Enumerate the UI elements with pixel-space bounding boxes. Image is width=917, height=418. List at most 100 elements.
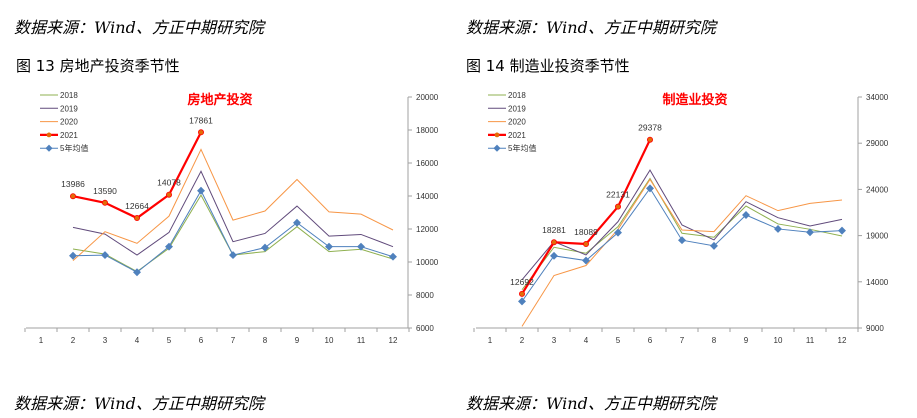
- source-note-bottom-right: 数据来源：Wind、方正中期研究院: [466, 394, 716, 413]
- data-point-avg: [197, 186, 205, 195]
- legend-label: 2018: [60, 91, 78, 100]
- x-tick-label: 5: [616, 336, 621, 345]
- x-tick-label: 11: [806, 336, 815, 345]
- x-tick-label: 9: [744, 336, 749, 345]
- data-point-2021: [165, 191, 172, 198]
- y-tick-label: 18000: [416, 126, 439, 135]
- data-point-2021: [197, 129, 204, 136]
- data-point-2021: [519, 290, 526, 297]
- data-point-avg: [357, 242, 365, 251]
- data-point-2021: [647, 136, 654, 143]
- x-tick-label: 3: [552, 336, 557, 345]
- series-line-2019: [72, 170, 394, 256]
- figure-13-title: 图 13 房地产投资季节性: [16, 57, 180, 75]
- legend-label: 2020: [60, 118, 78, 127]
- x-tick-label: 12: [838, 336, 847, 345]
- data-point-avg: [293, 218, 301, 227]
- y-tick-label: 10000: [416, 258, 439, 267]
- legend-marker: [45, 144, 53, 152]
- x-tick-label: 4: [584, 336, 589, 345]
- x-tick-label: 1: [488, 336, 493, 345]
- data-point-2021: [551, 239, 558, 246]
- data-label: 14078: [157, 178, 181, 188]
- legend-label: 2018: [508, 91, 526, 100]
- x-tick-label: 11: [357, 336, 366, 345]
- figure-14-title: 图 14 制造业投资季节性: [466, 57, 630, 75]
- source-note-top-left: 数据来源：Wind、方正中期研究院: [14, 18, 264, 37]
- x-tick-label: 3: [103, 336, 108, 345]
- series-line-2021: [521, 139, 651, 295]
- x-tick-label: 8: [263, 336, 268, 345]
- data-point-avg: [133, 268, 141, 277]
- data-point-avg: [774, 224, 782, 233]
- data-label: 17861: [189, 115, 213, 125]
- data-label: 29378: [638, 123, 662, 133]
- legend-marker: [46, 132, 52, 138]
- data-point-avg: [229, 251, 237, 260]
- data-point-2021: [615, 203, 622, 210]
- legend-label: 2021: [60, 131, 78, 140]
- y-tick-label: 9000: [866, 324, 884, 333]
- data-label: 13590: [93, 186, 117, 196]
- data-point-avg: [582, 256, 590, 265]
- x-tick-label: 7: [231, 336, 236, 345]
- legend-label: 2019: [60, 104, 78, 113]
- data-point-avg: [101, 251, 109, 260]
- x-tick-label: 12: [389, 336, 398, 345]
- series-line-avg: [521, 187, 843, 302]
- x-tick-label: 9: [295, 336, 300, 345]
- x-tick-label: 6: [199, 336, 204, 345]
- data-label: 18089: [574, 227, 598, 237]
- x-tick-label: 5: [167, 336, 172, 345]
- data-point-avg: [325, 242, 333, 251]
- data-point-avg: [518, 297, 526, 306]
- chart-title: 房地产投资: [187, 92, 252, 107]
- x-tick-label: 8: [712, 336, 717, 345]
- series-line-2020: [72, 148, 394, 262]
- data-point-avg: [806, 228, 814, 237]
- series-line-2018: [521, 177, 843, 291]
- y-tick-label: 19000: [866, 232, 889, 241]
- source-note-bottom-left: 数据来源：Wind、方正中期研究院: [14, 394, 264, 413]
- y-tick-label: 16000: [416, 159, 439, 168]
- source-note-top-right: 数据来源：Wind、方正中期研究院: [466, 18, 716, 37]
- x-tick-label: 2: [71, 336, 76, 345]
- data-point-avg: [261, 243, 269, 252]
- data-point-avg: [678, 236, 686, 245]
- y-tick-label: 34000: [866, 93, 889, 102]
- legend-label: 5年均值: [60, 143, 88, 153]
- data-point-avg: [614, 228, 622, 237]
- data-point-2021: [102, 199, 109, 206]
- data-point-avg: [838, 226, 846, 235]
- legend-label: 2019: [508, 104, 526, 113]
- x-tick-label: 4: [135, 336, 140, 345]
- x-tick-label: 1: [39, 336, 44, 345]
- y-tick-label: 20000: [416, 93, 439, 102]
- x-tick-label: 10: [325, 336, 334, 345]
- chart-title: 制造业投资: [662, 92, 727, 107]
- data-point-2021: [583, 241, 590, 248]
- y-tick-label: 14000: [866, 278, 889, 287]
- legend-label: 5年均值: [508, 143, 536, 153]
- legend-marker: [493, 144, 501, 152]
- legend-label: 2020: [508, 118, 526, 127]
- x-tick-label: 2: [520, 336, 525, 345]
- y-tick-label: 8000: [416, 291, 434, 300]
- data-label: 18281: [542, 225, 566, 235]
- data-label: 13986: [61, 179, 85, 189]
- y-tick-label: 6000: [416, 324, 434, 333]
- data-point-avg: [165, 242, 173, 251]
- data-label: 22131: [606, 190, 630, 200]
- data-label: 12692: [510, 277, 534, 287]
- y-tick-label: 14000: [416, 192, 439, 201]
- data-label: 12664: [125, 201, 149, 211]
- data-point-avg: [742, 211, 750, 219]
- y-tick-label: 29000: [866, 139, 889, 148]
- series-line-2019: [521, 169, 843, 281]
- data-point-avg: [710, 241, 718, 250]
- x-tick-label: 7: [680, 336, 685, 345]
- data-point-avg: [646, 184, 654, 193]
- legend-marker: [494, 132, 500, 138]
- series-line-2020: [521, 178, 843, 327]
